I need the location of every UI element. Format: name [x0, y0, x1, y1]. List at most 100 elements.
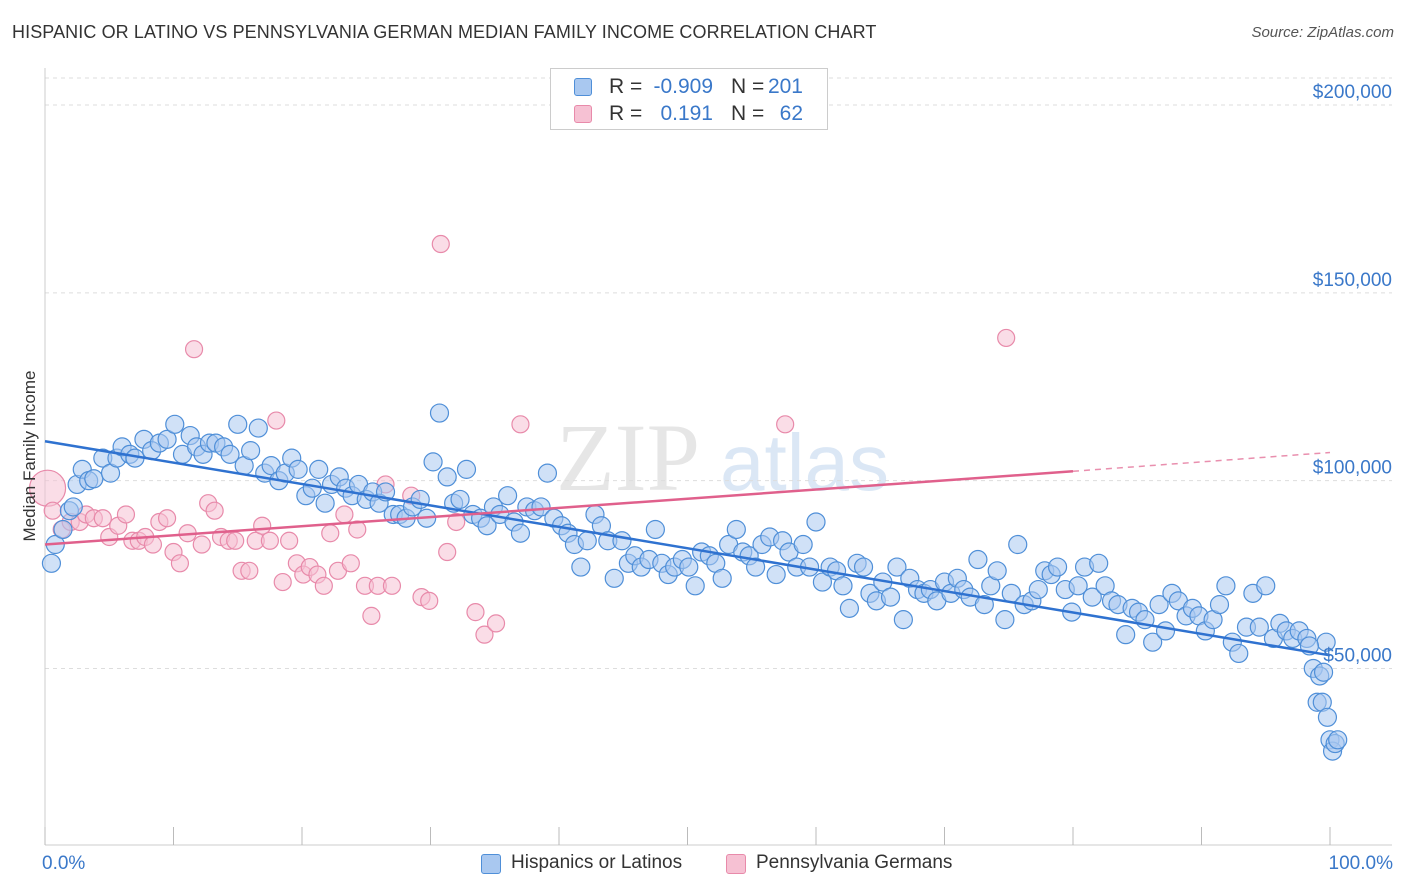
- hispanic-point: [746, 557, 766, 577]
- legend-n-label: N =: [731, 75, 765, 98]
- pagerman-point: [170, 554, 190, 573]
- pagerman-point: [511, 415, 530, 434]
- pagerman-point: [362, 606, 381, 625]
- watermark: ZIP atlas: [556, 404, 889, 511]
- hispanic-point: [612, 531, 632, 551]
- hispanic-point: [1313, 662, 1334, 682]
- watermark-atlas: atlas: [720, 418, 889, 507]
- hispanic-point: [987, 561, 1007, 581]
- hispanic-point: [1256, 576, 1276, 596]
- hispanic-point: [685, 576, 705, 596]
- hispanic-point: [1216, 576, 1236, 596]
- hispanic-point: [887, 557, 907, 577]
- pagerman-point: [431, 234, 450, 254]
- hispanic-point: [1068, 576, 1088, 596]
- hispanic-point: [839, 598, 860, 618]
- hispanic-point: [1028, 579, 1048, 600]
- legend-r-value: 0.191: [660, 102, 713, 125]
- pagerman-point: [321, 524, 340, 543]
- hispanic-point: [302, 478, 322, 498]
- pagerman-point: [93, 509, 112, 528]
- y-axis-title: Median Family Income: [20, 370, 39, 541]
- pagerman-trendline: [44, 470, 1074, 546]
- hispanic-point: [1149, 595, 1169, 615]
- bottom-legend-label: Pennsylvania Germans: [756, 852, 953, 873]
- hispanic-point: [1008, 534, 1028, 555]
- hispanic-point: [833, 576, 853, 596]
- pagerman-point: [382, 576, 402, 595]
- hispanic-point: [853, 557, 874, 577]
- pagerman-point: [226, 531, 245, 550]
- pagerman-point: [43, 501, 62, 520]
- hispanic-point: [812, 572, 833, 592]
- y-tick-label: $100,000: [1313, 458, 1392, 479]
- legend-n-value: 201: [767, 75, 803, 98]
- hispanic-point: [248, 418, 268, 438]
- source-credit: Source: ZipAtlas.com: [1251, 24, 1394, 41]
- pagerman-point: [776, 415, 795, 434]
- y-tick-label: $150,000: [1313, 270, 1392, 291]
- hispanic-point: [429, 403, 450, 423]
- hispanic-point: [712, 568, 732, 588]
- hispanic-trendline: [44, 439, 1331, 657]
- hispanic-point: [288, 459, 308, 479]
- hispanic-point: [806, 512, 826, 532]
- legend-swatch-blue: [574, 78, 592, 96]
- hispanic-point: [437, 467, 457, 487]
- pagerman-point: [157, 509, 177, 528]
- hispanic-point: [726, 519, 746, 540]
- hispanic-point: [766, 564, 786, 585]
- pagerman-point: [253, 516, 272, 535]
- legend-n-value: 62: [779, 102, 803, 125]
- hispanic-point: [84, 469, 104, 489]
- pagerman-point: [184, 340, 204, 359]
- hispanic-point: [157, 429, 177, 449]
- correlation-legend: R = -0.909 N = 201 R = 0.191 N = 62: [550, 68, 828, 130]
- bottom-swatch-pink: [726, 854, 746, 874]
- hispanic-point: [577, 531, 597, 551]
- legend-r-label: R =: [609, 75, 643, 98]
- watermark-zip: ZIP: [556, 404, 700, 511]
- y-tick-label: $200,000: [1313, 82, 1392, 103]
- hispanic-point: [880, 587, 901, 607]
- pagerman-trendline-extension: [1072, 451, 1331, 473]
- pagerman-point: [348, 520, 367, 539]
- hispanic-point: [450, 489, 470, 510]
- legend-n-label: N =: [731, 102, 765, 125]
- hispanic-point: [1328, 730, 1348, 750]
- legend-row-pagerman: R = 0.191 N = 62: [551, 100, 827, 128]
- pagerman-point: [447, 512, 466, 532]
- x-tick-label-max: 100.0%: [1329, 853, 1394, 874]
- hispanic-point: [477, 516, 497, 536]
- bottom-legend-label: Hispanics or Latinos: [511, 852, 683, 873]
- hispanic-point: [1229, 643, 1249, 664]
- pagerman-point: [341, 554, 360, 573]
- legend-swatch-pink: [574, 105, 592, 123]
- hispanic-point: [995, 610, 1015, 630]
- hispanic-point: [679, 557, 699, 577]
- hispanic-point: [41, 553, 62, 573]
- pagerman-point: [205, 501, 224, 520]
- hispanic-point: [793, 534, 813, 555]
- hispanic-point: [1143, 632, 1163, 652]
- hispanic-point: [1155, 621, 1176, 641]
- hispanic-point: [645, 519, 665, 540]
- hispanic-point: [1249, 617, 1269, 637]
- hispanic-point: [510, 523, 531, 543]
- pagerman-point: [420, 591, 439, 610]
- pagerman-point: [335, 505, 354, 524]
- pagerman-point: [997, 328, 1016, 348]
- pagerman-point: [280, 531, 299, 550]
- pagerman-point: [267, 411, 286, 430]
- pagerman-point: [475, 625, 494, 644]
- hispanic-point: [423, 452, 443, 472]
- hispanic-point: [968, 549, 988, 570]
- legend-row-hispanic: R = -0.909 N = 201: [551, 73, 827, 101]
- y-tick-label: $50,000: [1323, 645, 1392, 666]
- pagerman-point: [466, 603, 485, 622]
- hispanic-point: [63, 497, 83, 517]
- pagerman-point: [438, 542, 457, 562]
- hispanic-point: [537, 463, 558, 483]
- pagerman-point: [240, 561, 259, 580]
